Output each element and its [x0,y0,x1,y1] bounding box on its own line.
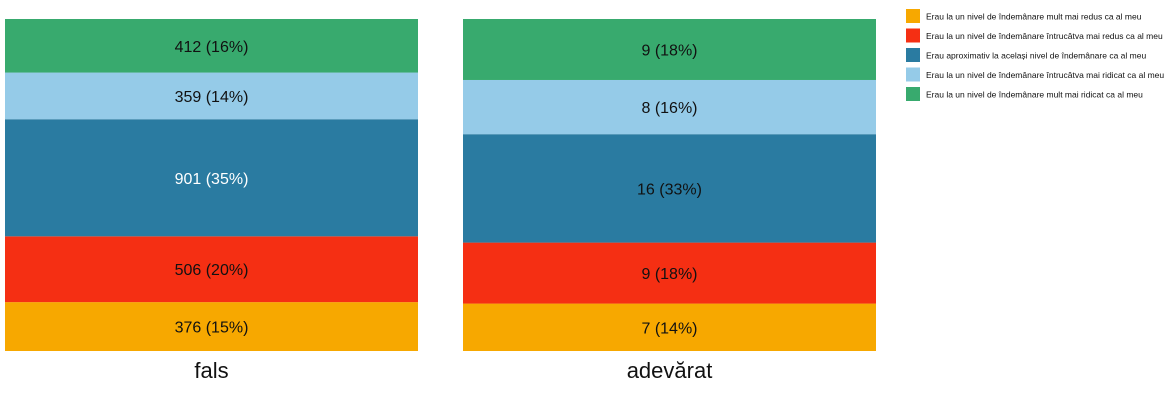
legend-swatch-0 [906,9,920,23]
category-label-0: fals [194,358,228,383]
category-labels: fals adevărat [194,358,712,383]
bar-segment-1-2 [463,134,876,243]
legend-entry-3: Erau la un nivel de îndemânare întrucâtv… [926,70,1164,80]
legend-swatch-1 [906,28,920,43]
legend-swatch-4 [906,87,920,101]
legend-entry-1: Erau la un nivel de îndemânare întrucâtv… [926,31,1163,41]
bar-segment-0-3 [5,72,418,120]
bar-segment-label-1-3: 8 (16%) [641,100,697,117]
bar-segment-label-1-0: 7 (14%) [641,320,697,337]
bar-segment-label-0-1: 506 (20%) [175,262,249,279]
bar-segment-1-0 [463,303,876,351]
bar-segment-0-2 [5,119,418,237]
bar-segment-0-4 [5,19,418,73]
bar-segment-label-0-2: 901 (35%) [175,171,249,188]
legend-entry-2: Erau aproximativ la același nivel de înd… [926,51,1146,61]
category-label-1: adevărat [627,358,713,383]
bar-segment-1-1 [463,242,876,304]
bars-group: 376 (15%) 506 (20%) 901 (35%) 359 (14%) 412 … [5,19,876,351]
bar-segment-label-1-2: 16 (33%) [637,181,702,198]
bar-segment-1-3 [463,79,876,135]
legend-entry-0: Erau la un nivel de îndemânare mult mai … [926,12,1142,22]
legend: Erau la un nivel de îndemânare mult mai … [906,9,1164,101]
legend-swatch-2 [906,48,920,62]
bar-segment-label-0-3: 359 (14%) [175,89,249,106]
bar-segment-label-1-4: 9 (18%) [641,42,697,59]
bar-segment-0-0 [5,302,418,351]
legend-swatch-3 [906,67,920,82]
legend-entry-4: Erau la un nivel de îndemânare mult mai … [926,90,1143,100]
bar-segment-0-1 [5,236,418,303]
bar-segment-1-4 [463,19,876,80]
bar-segment-label-0-0: 376 (15%) [175,320,249,337]
bar-segment-label-0-4: 412 (16%) [175,39,249,56]
bar-segment-label-1-1: 9 (18%) [641,266,697,283]
